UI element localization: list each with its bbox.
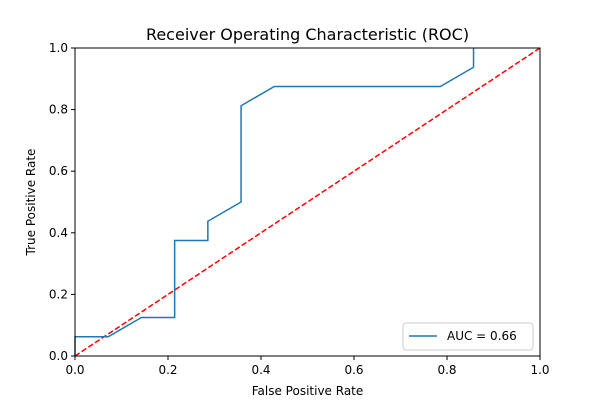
y-axis-ticks: 0.0 0.2 0.4 0.6 0.8 1.0: [49, 41, 75, 363]
x-tick-label: 0.2: [158, 363, 177, 377]
x-tick-label: 0.6: [344, 363, 363, 377]
y-tick-label: 0.6: [49, 164, 68, 178]
legend: AUC = 0.66: [403, 323, 533, 350]
y-tick-label: 0.8: [49, 103, 68, 117]
y-tick-label: 0.4: [49, 226, 68, 240]
x-tick-label: 0.0: [65, 363, 84, 377]
x-tick-label: 0.4: [251, 363, 270, 377]
plot-area: [75, 48, 540, 356]
x-tick-label: 1.0: [530, 363, 549, 377]
y-tick-label: 0.2: [49, 287, 68, 301]
x-tick-label: 0.8: [437, 363, 456, 377]
x-axis-label: False Positive Rate: [252, 384, 364, 398]
y-tick-label: 1.0: [49, 41, 68, 55]
x-axis-ticks: 0.0 0.2 0.4 0.6 0.8 1.0: [65, 356, 549, 377]
series-layer: [75, 48, 540, 356]
legend-label: AUC = 0.66: [447, 329, 517, 343]
chance-diagonal-line: [75, 48, 540, 356]
y-axis-label: True Positive Rate: [24, 149, 38, 257]
y-tick-label: 0.0: [49, 349, 68, 363]
chart-title: Receiver Operating Characteristic (ROC): [146, 25, 469, 44]
roc-curve-line: [75, 48, 474, 356]
